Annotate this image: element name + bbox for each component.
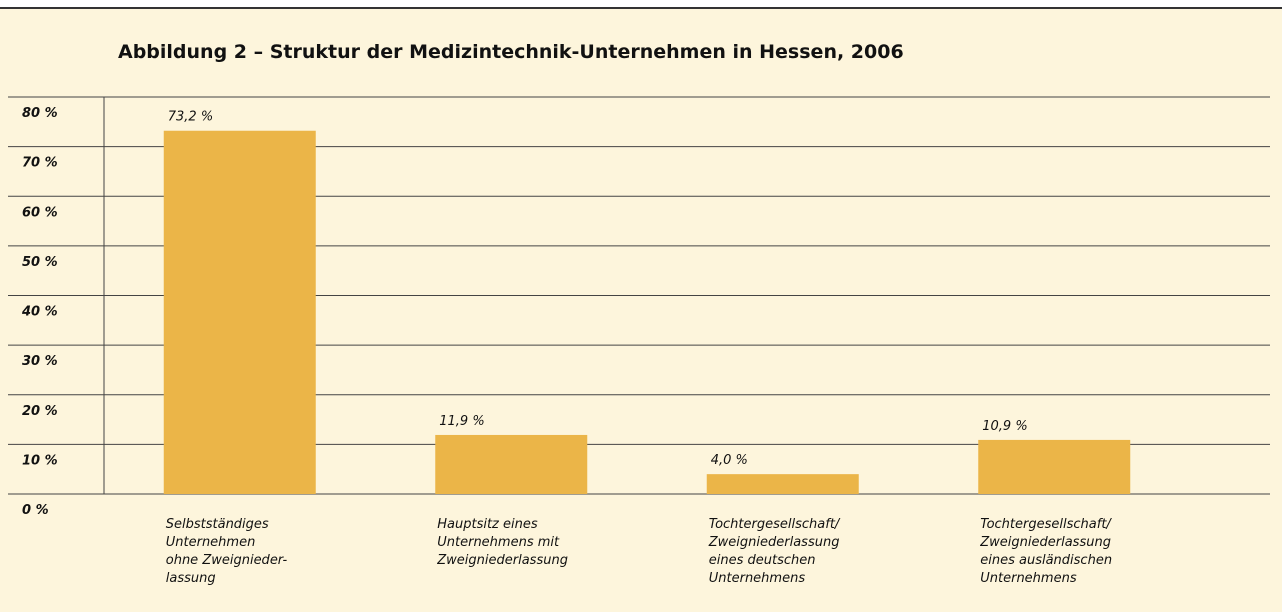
- x-tick-label: Unternehmens mit: [437, 535, 560, 550]
- x-tick-label: Zweigniederlassung: [436, 553, 568, 568]
- y-tick-label: 40 %: [21, 305, 58, 320]
- x-tick-label: Unternehmens: [709, 571, 806, 586]
- x-tick-label: Unternehmens: [980, 571, 1077, 586]
- x-tick-label: lassung: [166, 571, 216, 586]
- x-tick-label: Selbstständiges: [166, 517, 269, 532]
- x-tick-label: eines ausländischen: [980, 553, 1112, 568]
- chart-title: Abbildung 2 – Struktur der Medizintechni…: [118, 41, 904, 63]
- value-label: 4,0 %: [711, 453, 748, 468]
- bar: [435, 434, 588, 494]
- y-tick-label: 80 %: [22, 106, 58, 121]
- y-tick-label: 70 %: [22, 156, 58, 171]
- bar: [706, 474, 859, 494]
- y-tick-label: 30 %: [22, 354, 58, 369]
- value-label: 10,9 %: [982, 419, 1027, 434]
- x-tick-label: Tochtergesellschaft/: [980, 517, 1112, 532]
- y-tick-label: 10 %: [22, 453, 58, 468]
- value-label: 73,2 %: [168, 110, 213, 125]
- y-tick-label: 60 %: [22, 205, 58, 220]
- bar: [978, 439, 1131, 494]
- value-label: 11,9 %: [439, 414, 484, 429]
- bar: [163, 130, 316, 494]
- y-tick-label: 20 %: [22, 404, 58, 419]
- x-tick-label: Unternehmen: [166, 535, 256, 550]
- y-tick-label: 0 %: [22, 503, 49, 518]
- x-tick-label: Zweigniederlassung: [708, 535, 840, 550]
- y-tick-label: 50 %: [22, 255, 58, 270]
- x-tick-label: Hauptsitz eines: [437, 517, 538, 532]
- x-tick-label: ohne Zweignieder-: [166, 553, 288, 568]
- x-tick-label: Tochtergesellschaft/: [709, 517, 841, 532]
- x-tick-label: eines deutschen: [709, 553, 816, 568]
- top-rule: [0, 7, 1282, 9]
- x-tick-label: Zweigniederlassung: [979, 535, 1111, 550]
